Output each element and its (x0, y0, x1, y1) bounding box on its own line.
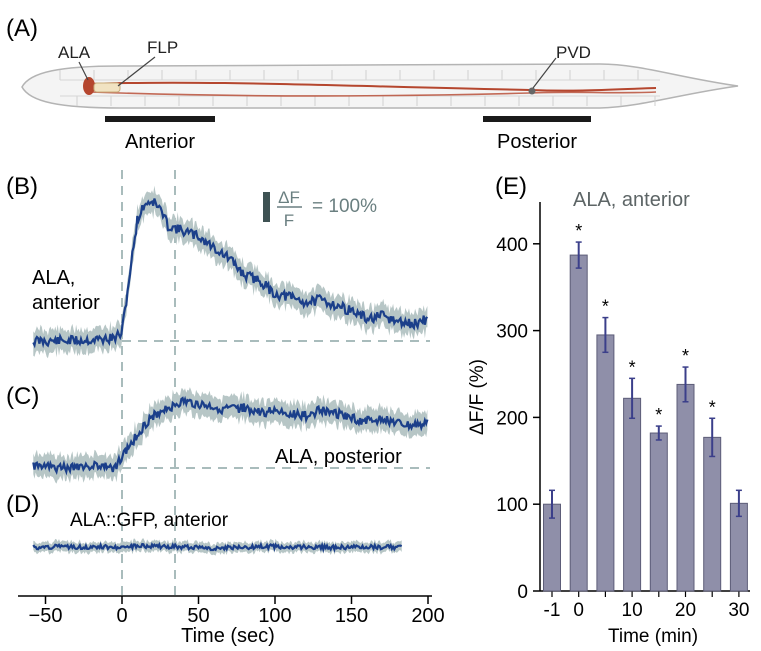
bar-y-tick-label: 200 (496, 408, 528, 429)
bar (596, 334, 615, 592)
bar-chart-title: ALA, anterior (573, 189, 690, 211)
posterior-label: Posterior (497, 131, 577, 153)
bar (676, 383, 695, 592)
scale-bar-mark (263, 192, 270, 222)
bar-x-tick-label: 30 (728, 600, 749, 621)
panel-label-d: (D) (6, 491, 39, 518)
bar-x-tick-label: 10 (622, 600, 643, 621)
bar-x-tick-label: 0 (573, 600, 584, 621)
trace-panels: ALA, anterior ALA, posterior ALA::GFP, a… (18, 170, 445, 647)
bar-y-tick-label: 0 (517, 582, 528, 603)
trace-x-tick-label: 0 (116, 605, 127, 627)
trace-line (32, 541, 403, 554)
trace-c-label: ALA, posterior (275, 446, 402, 468)
flp-label: FLP (147, 38, 178, 57)
trace-b-label-line2: anterior (32, 292, 100, 314)
bar-x-tick-label: 20 (675, 600, 696, 621)
ala-pointer (78, 61, 89, 81)
panel-label-c: (C) (6, 383, 39, 410)
pvd-soma (528, 87, 536, 95)
trace-x-tick-label: 200 (411, 605, 444, 627)
ala-label: ALA (58, 43, 91, 62)
bar-y-ticks: 0 100 200 300 400 (496, 235, 540, 603)
bar-y-tick-label: 300 (496, 322, 528, 343)
trace-b-plot (32, 185, 429, 359)
trace-d-plot (32, 538, 403, 556)
pvd-pointer (532, 57, 557, 89)
bar (649, 432, 668, 592)
trace-c-plot (32, 387, 429, 484)
trace-error-band (33, 185, 428, 359)
scale-bar: ΔF F = 100% (263, 188, 377, 230)
anterior-label: Anterior (125, 131, 195, 153)
significance-marker: * (602, 297, 609, 317)
significance-marker: * (682, 346, 689, 366)
pvd-label: PVD (556, 43, 591, 62)
trace-x-axis-title: Time (sec) (181, 625, 275, 647)
trace-b-label-line1: ALA, (32, 267, 75, 289)
bar-x-tick-label: -1 (544, 600, 561, 621)
trace-x-tick-label: −50 (29, 605, 63, 627)
trace-x-tick-label: 150 (335, 605, 368, 627)
bar-x-axis-title: Time (min) (608, 626, 698, 647)
panel-label-b: (B) (6, 173, 38, 200)
trace-x-ticks: −50 0 50 100 150 200 (29, 596, 445, 627)
scale-bar-denominator: F (284, 211, 294, 230)
trace-line (32, 395, 429, 476)
significance-marker: * (709, 397, 716, 417)
bar (623, 397, 642, 592)
panel-label-a: (A) (6, 15, 38, 42)
panel-label-e: (E) (495, 173, 527, 200)
bar-y-tick-label: 400 (496, 235, 528, 256)
scale-bar-value: = 100% (312, 196, 377, 217)
flp-pointer (117, 56, 156, 87)
pvd-neuron-process (89, 91, 657, 97)
ala-neuron (83, 77, 95, 95)
scale-bar-numerator: ΔF (278, 188, 300, 207)
trace-d-label: ALA::GFP, anterior (70, 510, 229, 531)
significance-marker: * (629, 357, 636, 377)
bar (703, 436, 722, 592)
bar-marks: * * * * * * (543, 221, 748, 592)
trace-x-tick-label: 100 (258, 605, 291, 627)
trace-x-axis: −50 0 50 100 150 200 Time (sec) (18, 595, 445, 647)
significance-marker: * (575, 221, 582, 241)
flp-soma-highlight (93, 82, 121, 93)
bar (569, 254, 588, 592)
significance-marker: * (655, 405, 662, 425)
bar-y-tick-label: 100 (496, 495, 528, 516)
posterior-bar (483, 116, 591, 122)
trace-x-tick-label: 50 (187, 605, 209, 627)
trace-line (32, 198, 429, 349)
worm-illustration: ALA FLP PVD Anterior Posterior (21, 38, 739, 153)
anterior-bar (105, 116, 215, 122)
bar-y-axis-title: ΔF/F (%) (467, 359, 488, 435)
bar-x-ticks: -1 0 10 20 30 (544, 591, 749, 621)
trace-error-band (33, 387, 428, 484)
flp-neuron-process (89, 81, 657, 92)
